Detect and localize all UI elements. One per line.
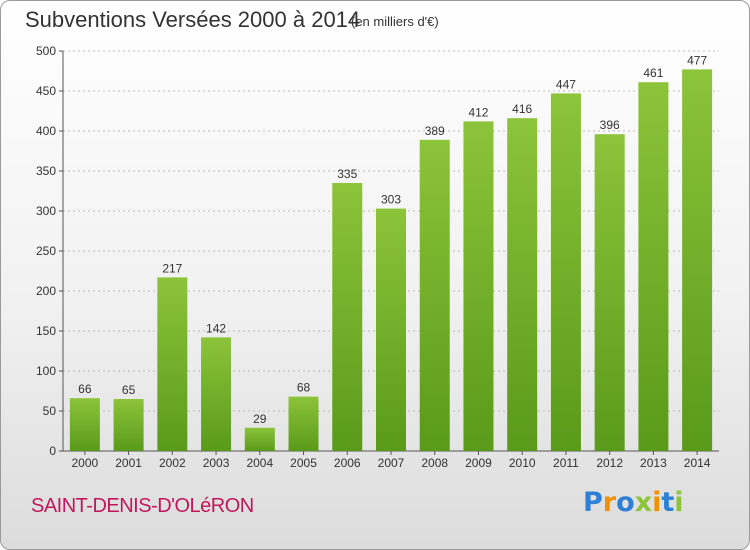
y-tick-label: 150: [36, 324, 56, 338]
x-tick-label: 2002: [159, 456, 186, 470]
logo-letter: i: [674, 487, 684, 518]
bar-value-label: 412: [468, 105, 488, 119]
y-tick-label: 100: [36, 364, 56, 378]
x-tick-label: 2008: [421, 456, 448, 470]
x-tick-label: 2012: [596, 456, 623, 470]
x-tick-label: 2004: [246, 456, 273, 470]
y-tick-label: 0: [49, 444, 56, 458]
bar-value-label: 68: [297, 381, 311, 395]
commune-name: SAINT-DENIS-D'OLéRON: [31, 495, 254, 517]
bar: [113, 399, 144, 451]
bar: [419, 139, 450, 452]
bar-value-label: 477: [687, 53, 707, 67]
bar: [550, 93, 581, 452]
bar: [288, 396, 319, 451]
bar-value-label: 66: [78, 382, 92, 396]
bar-value-label: 335: [337, 167, 357, 181]
bar: [69, 398, 100, 451]
y-tick-label: 450: [36, 84, 56, 98]
bar: [463, 121, 494, 452]
bar: [332, 183, 363, 451]
logo-letter: i: [652, 487, 662, 518]
y-tick-label: 350: [36, 164, 56, 178]
logo-letter: o: [616, 487, 635, 518]
logo-letter: r: [602, 487, 617, 518]
bar: [507, 118, 538, 451]
x-tick-label: 2003: [203, 456, 230, 470]
x-tick-label: 2010: [509, 456, 536, 470]
bar-value-label: 217: [162, 261, 182, 275]
y-tick-label: 400: [36, 124, 56, 138]
bar: [157, 277, 188, 451]
y-tick-label: 250: [36, 244, 56, 258]
bar: [201, 337, 232, 451]
proxiti-logo: Proxiti: [583, 487, 684, 518]
bar-value-label: 303: [381, 193, 401, 207]
logo-letter: x: [634, 487, 653, 518]
x-tick-label: 2007: [378, 456, 405, 470]
chart-subtitle: (en milliers d'€): [351, 14, 439, 29]
bar: [638, 82, 669, 451]
x-tick-label: 2009: [465, 456, 492, 470]
bar-value-label: 396: [600, 118, 620, 132]
bar: [682, 69, 713, 452]
bar-value-label: 447: [556, 77, 576, 91]
x-tick-label: 2014: [684, 456, 711, 470]
bar-value-label: 416: [512, 102, 532, 116]
y-tick-label: 200: [36, 284, 56, 298]
x-tick-label: 2000: [72, 456, 99, 470]
bar: [244, 427, 275, 451]
bar-value-label: 142: [206, 321, 226, 335]
logo-letter: t: [661, 487, 675, 518]
bar-value-label: 389: [425, 124, 445, 138]
x-tick-label: 2001: [115, 456, 142, 470]
bar-value-label: 29: [253, 412, 267, 426]
x-tick-label: 2006: [334, 456, 361, 470]
y-tick-label: 500: [36, 44, 56, 58]
logo-letter: P: [583, 487, 603, 518]
bar-value-label: 65: [122, 383, 136, 397]
bar: [376, 208, 406, 451]
y-tick-label: 50: [43, 404, 57, 418]
x-tick-label: 2011: [553, 456, 579, 470]
bar-value-label: 461: [643, 66, 663, 80]
x-tick-label: 2013: [640, 456, 667, 470]
chart-title: Subventions Versées 2000 à 2014: [25, 7, 361, 32]
y-tick-label: 300: [36, 204, 56, 218]
x-tick-label: 2005: [290, 456, 317, 470]
bar: [594, 134, 625, 451]
